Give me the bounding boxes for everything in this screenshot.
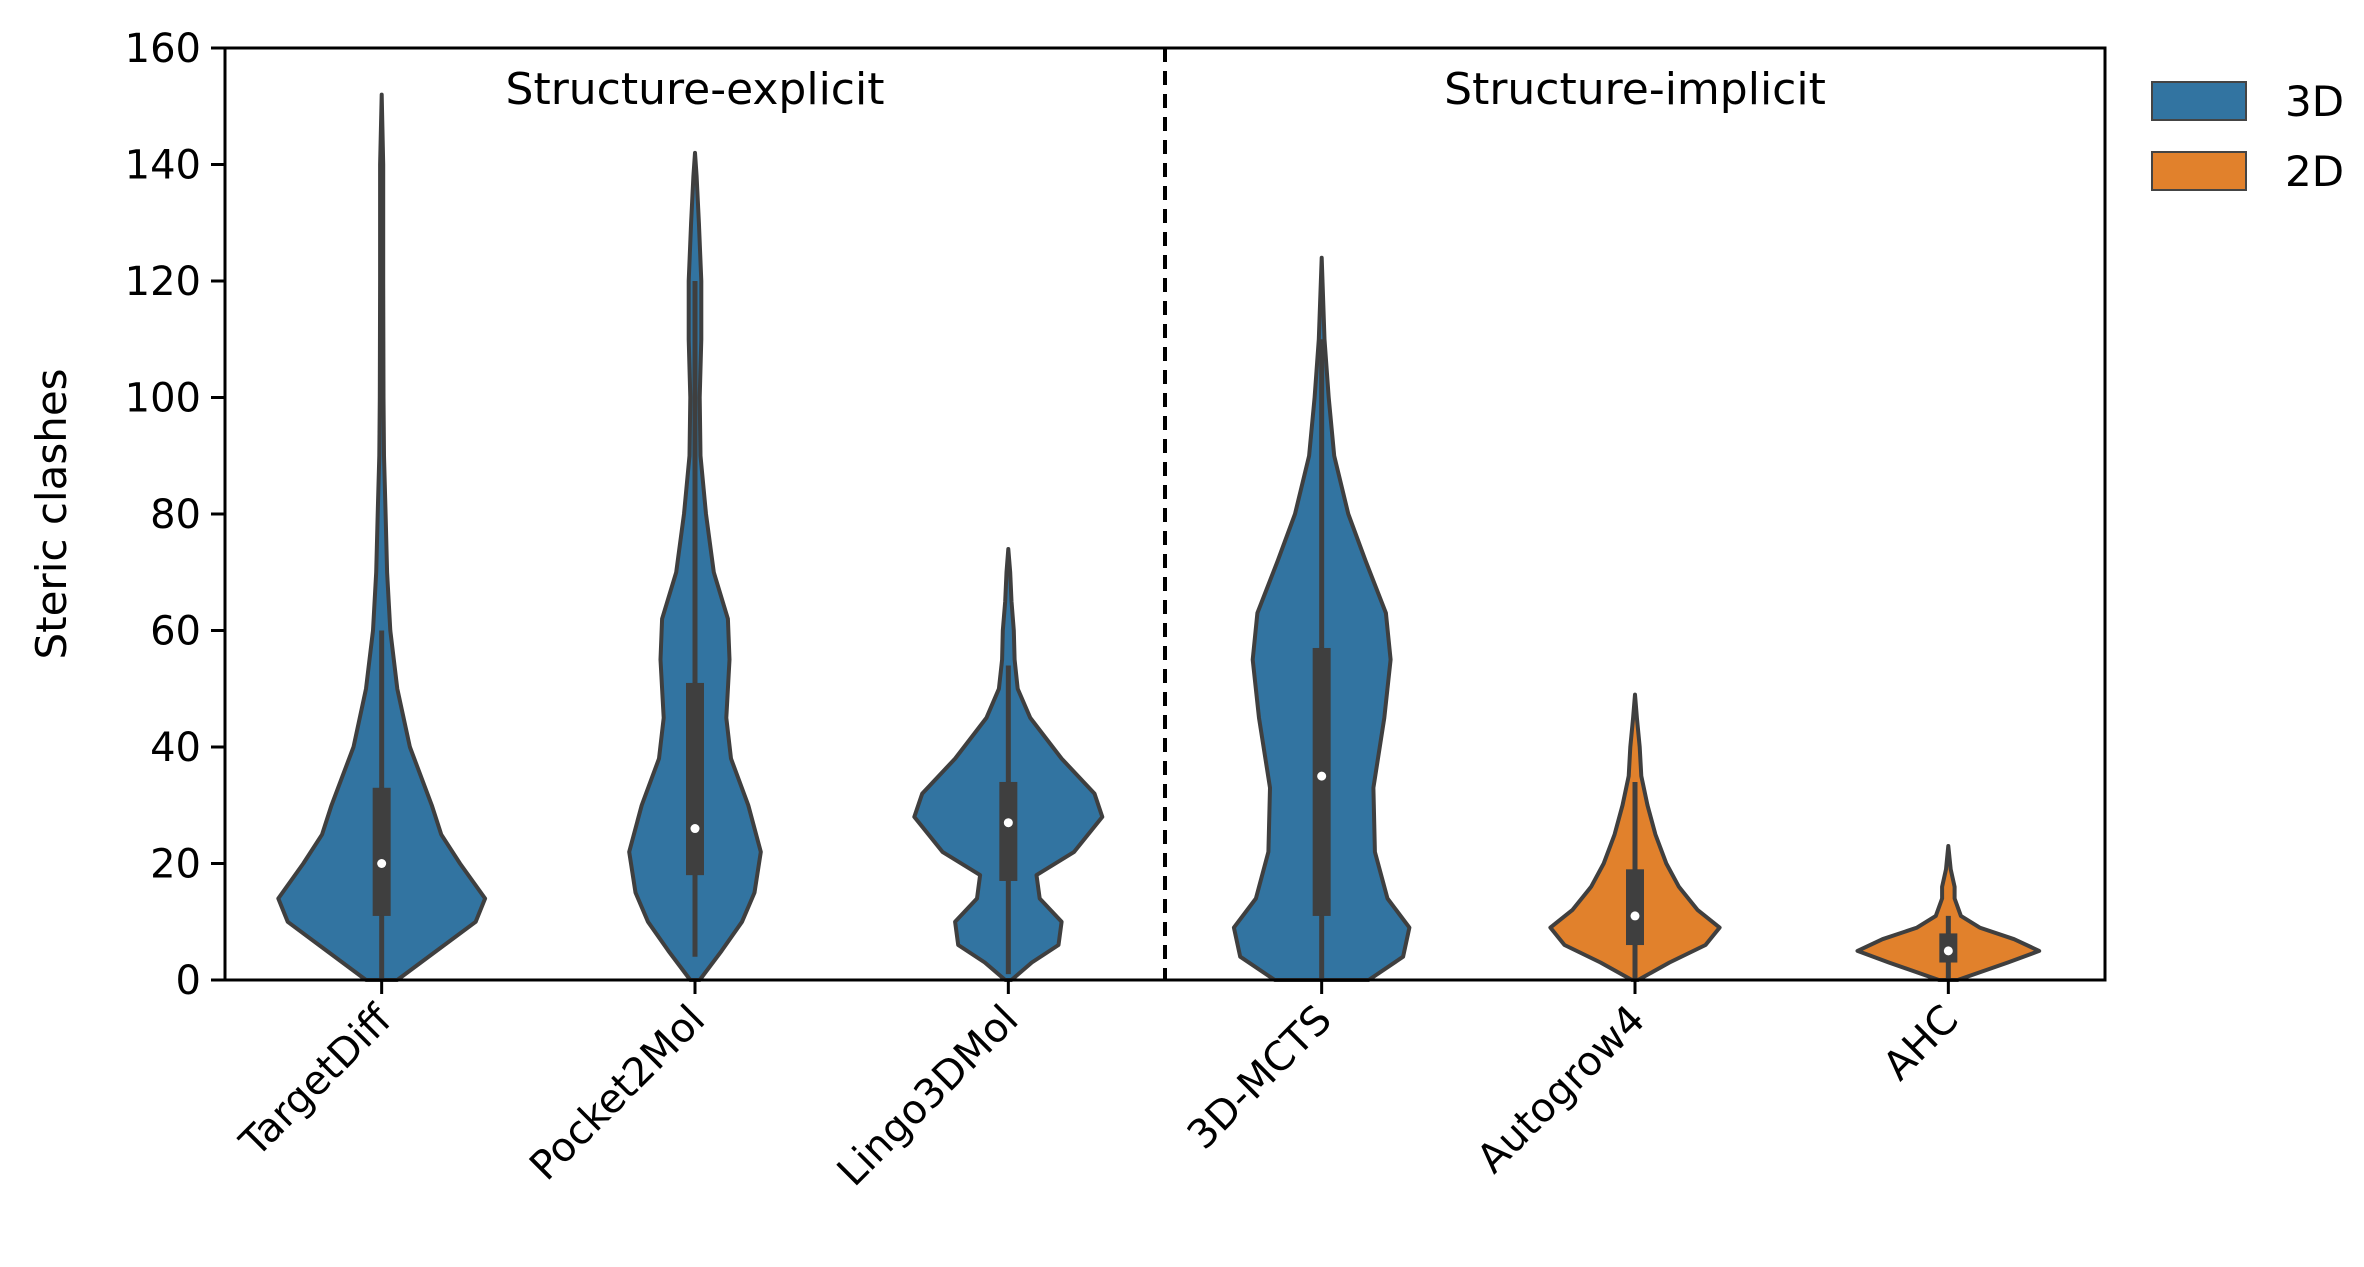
iqr-box-3d-mcts — [1312, 647, 1331, 916]
x-tick-label-lingo3dmol: Lingo3DMol — [829, 997, 1028, 1196]
legend-label-2d: 2D — [2285, 147, 2344, 196]
x-tick-label-autogrow4: Autogrow4 — [1468, 997, 1654, 1183]
legend-swatch-2d — [2151, 151, 2247, 191]
iqr-box-targetdiff — [372, 787, 391, 916]
box-layer — [372, 281, 1958, 980]
median-dot-lingo3dmol — [1003, 818, 1013, 828]
legend-swatch-3d — [2151, 81, 2247, 121]
y-axis: 0 20 40 60 80 100 120 140 160 — [125, 26, 225, 1004]
y-tick-label: 60 — [150, 609, 201, 655]
legend-label-3d: 3D — [2285, 77, 2344, 126]
y-tick-label: 160 — [125, 26, 201, 72]
y-axis-label: Steric clashes — [27, 368, 76, 659]
y-tick-label: 100 — [125, 376, 201, 422]
x-tick-label-ahc: AHC — [1875, 997, 1968, 1090]
y-tick-label: 140 — [125, 143, 201, 189]
section-label-implicit: Structure-implicit — [1444, 64, 1826, 115]
x-tick-label-pocket2mol: Pocket2Mol — [521, 997, 714, 1190]
median-dot-pocket2mol — [690, 824, 700, 834]
y-tick-label: 0 — [176, 958, 201, 1004]
x-tick-label-targetdiff: TargetDiff — [231, 996, 402, 1167]
y-tick-label: 80 — [150, 492, 201, 538]
median-dot-autogrow4 — [1630, 911, 1640, 921]
legend: 3D 2D — [2151, 77, 2344, 196]
section-label-explicit: Structure-explicit — [506, 64, 885, 115]
violin-layer — [276, 92, 2042, 982]
median-dot-ahc — [1943, 946, 1953, 956]
x-tick-label-3d-mcts: 3D-MCTS — [1179, 997, 1341, 1159]
median-dot-targetdiff — [377, 859, 387, 868]
y-tick-label: 120 — [125, 259, 201, 305]
iqr-box-lingo3dmol — [999, 781, 1018, 881]
y-tick-label: 20 — [150, 842, 201, 888]
x-axis: TargetDiff Pocket2Mol Lingo3DMol 3D-MCTS Aut… — [231, 980, 1968, 1196]
y-tick-label: 40 — [150, 725, 201, 771]
violin-targetdiff — [276, 92, 488, 982]
iqr-box-autogrow4 — [1626, 869, 1644, 946]
iqr-box-pocket2mol — [686, 682, 704, 876]
median-dot-3d-mcts — [1317, 771, 1327, 781]
violin-ahc — [1855, 844, 2042, 982]
